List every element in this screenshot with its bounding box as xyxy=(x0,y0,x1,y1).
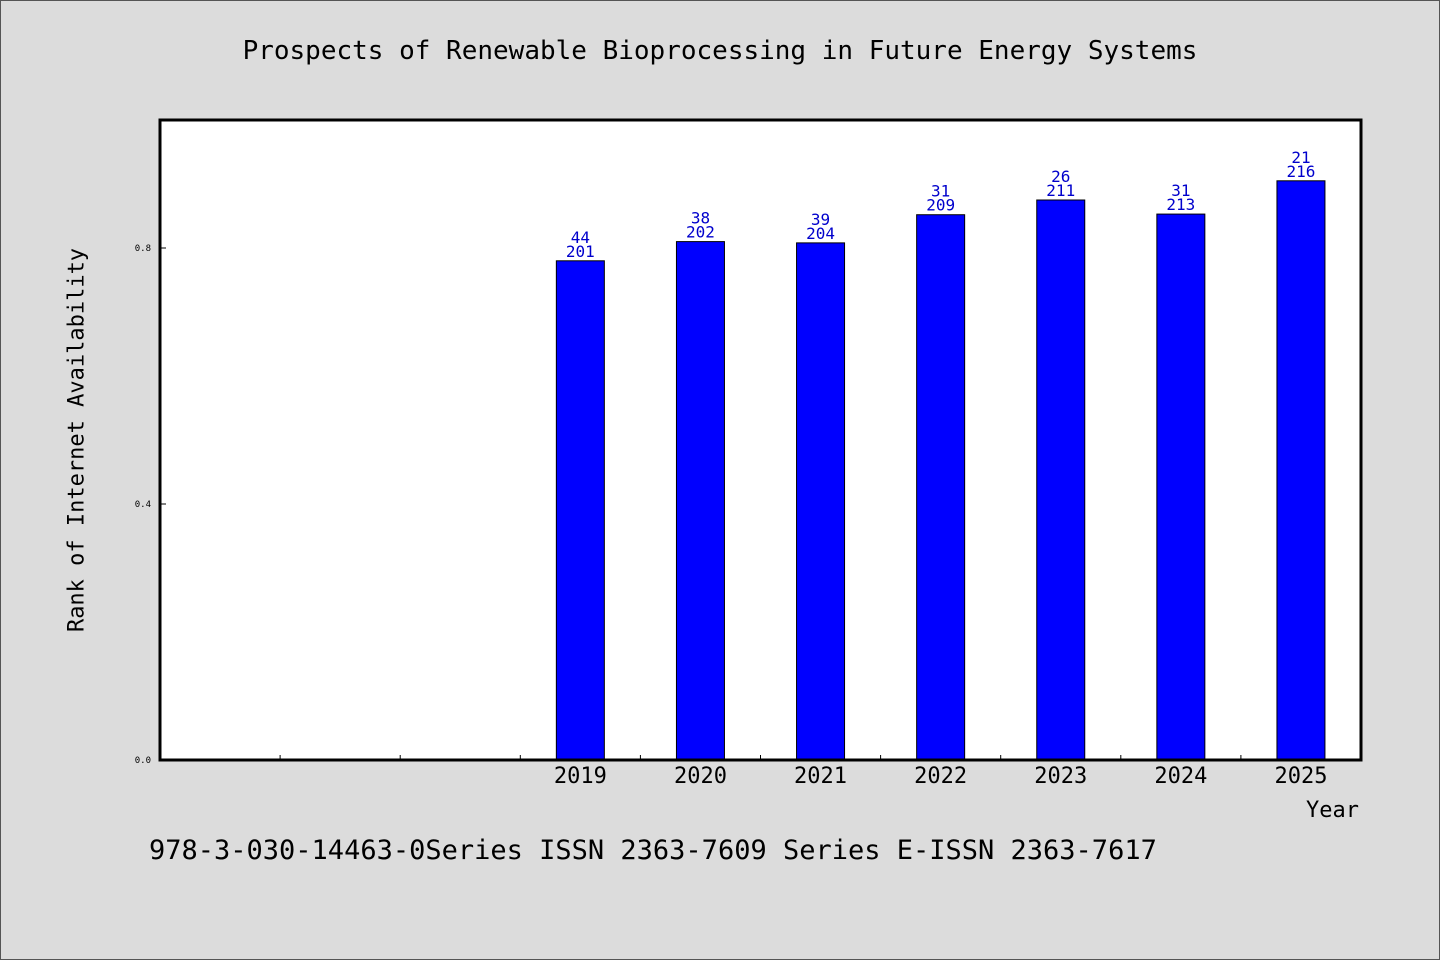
bar-data-label-bottom: 201 xyxy=(566,242,595,261)
bar-data-label-top: 38 xyxy=(691,209,710,228)
x-tick-label: 2024 xyxy=(1154,764,1207,789)
bar-data-label-bottom: 213 xyxy=(1166,195,1195,214)
footer-isbn-text: 978-3-030-14463-0Series ISSN 2363-7609 S… xyxy=(149,835,1157,866)
bar-data-label-top: 31 xyxy=(931,182,950,201)
x-tick-label: 2023 xyxy=(1034,764,1087,789)
bar-data-label-top: 31 xyxy=(1171,181,1190,200)
plot-frame xyxy=(158,118,1363,762)
x-tick-label: 2019 xyxy=(554,764,607,789)
bar xyxy=(1156,213,1206,761)
x-axis-label: Year xyxy=(1306,798,1359,823)
bar-data-label-bottom: 216 xyxy=(1286,162,1315,181)
bar xyxy=(1276,180,1326,761)
bar xyxy=(555,260,605,761)
bar xyxy=(675,241,725,761)
y-tick-label: 0.8 xyxy=(135,244,151,254)
bar-data-label-top: 44 xyxy=(571,228,590,247)
x-tick-label: 2022 xyxy=(914,764,967,789)
bar xyxy=(916,214,966,761)
x-tick-label: 2025 xyxy=(1274,764,1327,789)
bar-data-label-bottom: 204 xyxy=(806,224,835,243)
y-tick-label: 0.0 xyxy=(135,756,151,766)
chart-title: Prospects of Renewable Bioprocessing in … xyxy=(242,36,1198,66)
bar xyxy=(796,242,846,761)
bar-data-label-top: 26 xyxy=(1051,167,1070,186)
x-tick-label: 2020 xyxy=(674,764,727,789)
bar-data-label-bottom: 211 xyxy=(1046,181,1075,200)
bar-data-label-top: 39 xyxy=(811,210,830,229)
y-tick-label: 0.4 xyxy=(135,500,151,510)
x-tick-label: 2021 xyxy=(794,764,847,789)
bar xyxy=(1036,199,1086,761)
bar-data-label-bottom: 202 xyxy=(686,223,715,242)
bar-data-label-bottom: 209 xyxy=(926,196,955,215)
bar-data-label-top: 21 xyxy=(1291,148,1310,167)
